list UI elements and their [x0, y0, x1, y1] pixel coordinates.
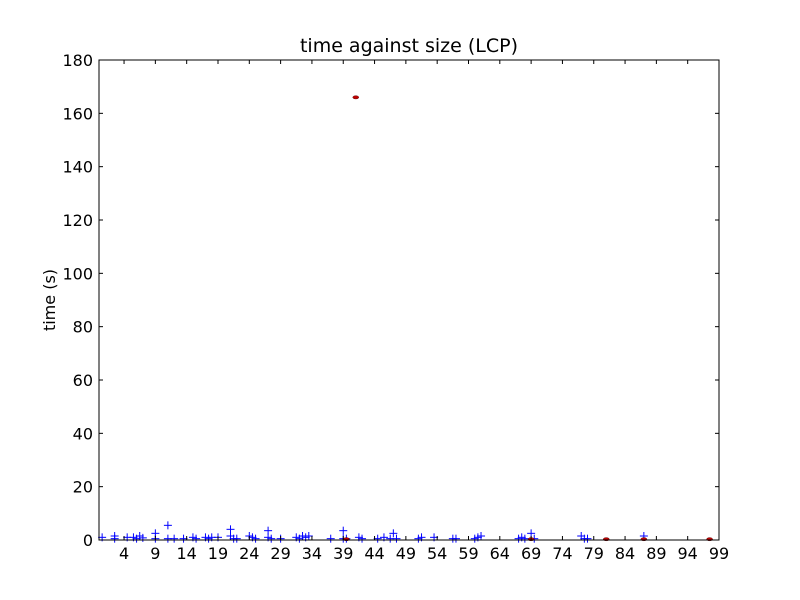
data-point	[163, 521, 172, 530]
x-tick-label: 94	[678, 544, 698, 563]
x-tick-label: 79	[584, 544, 604, 563]
x-tick-label: 44	[364, 544, 384, 563]
x-tick-label: 59	[458, 544, 478, 563]
axes: 4 9 14 19 24 29 34 39 44 49 54 59 64 69 74 79 84 89 94 9902…	[62, 51, 729, 563]
data-point	[392, 534, 401, 543]
x-tick-label: 89	[646, 544, 666, 563]
data-point	[251, 534, 260, 543]
x-tick-label: 24	[239, 544, 259, 563]
x-tick-label: 39	[333, 544, 353, 563]
data-point	[138, 533, 147, 542]
y-axis-label: time (s)	[40, 269, 59, 331]
y-tick-label: 180	[62, 51, 93, 70]
data-point	[520, 534, 529, 543]
x-tick-label: 69	[521, 544, 541, 563]
x-tick-label: 49	[396, 544, 416, 563]
data-point	[451, 534, 460, 543]
data-point	[477, 532, 486, 540]
data-point	[170, 534, 179, 543]
y-tick-label: 160	[62, 104, 93, 123]
plot-marks	[98, 95, 713, 543]
x-tick-label: 84	[615, 544, 635, 563]
x-tick-label: 74	[552, 544, 572, 563]
y-tick-label: 0	[83, 531, 93, 550]
data-point	[110, 534, 119, 543]
chart-title: time against size (LCP)	[300, 35, 518, 57]
data-point	[583, 534, 592, 543]
x-tick-label: 4	[119, 544, 129, 563]
x-tick-label: 34	[302, 544, 322, 563]
data-point	[192, 534, 201, 543]
data-point	[232, 534, 241, 543]
data-point	[358, 534, 367, 543]
y-tick-label: 120	[62, 211, 93, 230]
x-tick-label: 29	[270, 544, 290, 563]
x-tick-label: 19	[208, 544, 228, 563]
data-point	[339, 526, 348, 535]
data-point	[326, 534, 335, 543]
y-tick-label: 20	[73, 478, 93, 497]
data-point	[267, 534, 276, 543]
y-tick-label: 80	[73, 318, 93, 337]
y-tick-label: 60	[73, 371, 93, 390]
x-tick-label: 64	[490, 544, 510, 563]
x-tick-label: 99	[709, 544, 729, 563]
plot-frame	[98, 59, 720, 541]
y-tick-label: 100	[62, 264, 93, 283]
x-tick-label: 9	[150, 544, 160, 563]
y-tick-label: 140	[62, 158, 93, 177]
x-tick-label: 54	[427, 544, 447, 563]
x-tick-label: 14	[176, 544, 196, 563]
y-tick-label: 40	[73, 424, 93, 443]
data-point	[389, 529, 398, 538]
data-point-dot	[352, 95, 360, 100]
